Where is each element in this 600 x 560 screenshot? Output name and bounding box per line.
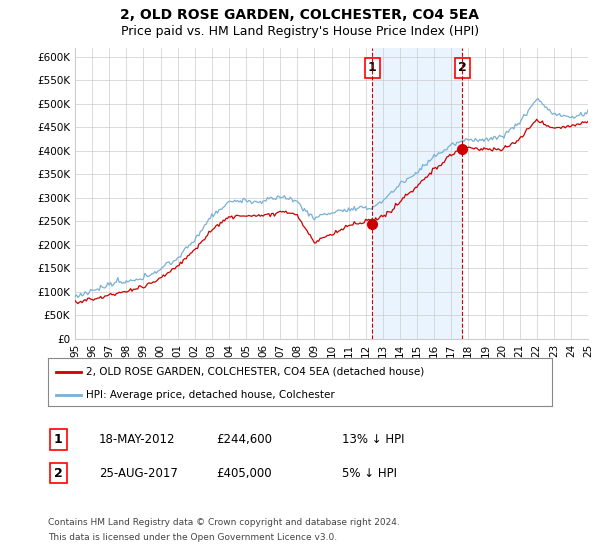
Text: This data is licensed under the Open Government Licence v3.0.: This data is licensed under the Open Gov… xyxy=(48,533,337,542)
Text: HPI: Average price, detached house, Colchester: HPI: Average price, detached house, Colc… xyxy=(86,390,335,400)
Text: 2: 2 xyxy=(458,62,467,74)
Text: 2, OLD ROSE GARDEN, COLCHESTER, CO4 5EA (detached house): 2, OLD ROSE GARDEN, COLCHESTER, CO4 5EA … xyxy=(86,367,424,377)
Text: 18-MAY-2012: 18-MAY-2012 xyxy=(99,433,176,446)
Bar xyxy=(372,48,463,339)
Text: 13% ↓ HPI: 13% ↓ HPI xyxy=(342,433,404,446)
Text: £405,000: £405,000 xyxy=(216,466,272,480)
Text: Contains HM Land Registry data © Crown copyright and database right 2024.: Contains HM Land Registry data © Crown c… xyxy=(48,518,400,527)
Text: 2, OLD ROSE GARDEN, COLCHESTER, CO4 5EA: 2, OLD ROSE GARDEN, COLCHESTER, CO4 5EA xyxy=(121,8,479,22)
Text: £244,600: £244,600 xyxy=(216,433,272,446)
Text: 1: 1 xyxy=(368,62,377,74)
Text: Price paid vs. HM Land Registry's House Price Index (HPI): Price paid vs. HM Land Registry's House … xyxy=(121,25,479,38)
Text: 2: 2 xyxy=(54,466,63,480)
Text: 5% ↓ HPI: 5% ↓ HPI xyxy=(342,466,397,480)
Text: 1: 1 xyxy=(54,433,63,446)
Text: 25-AUG-2017: 25-AUG-2017 xyxy=(99,466,178,480)
